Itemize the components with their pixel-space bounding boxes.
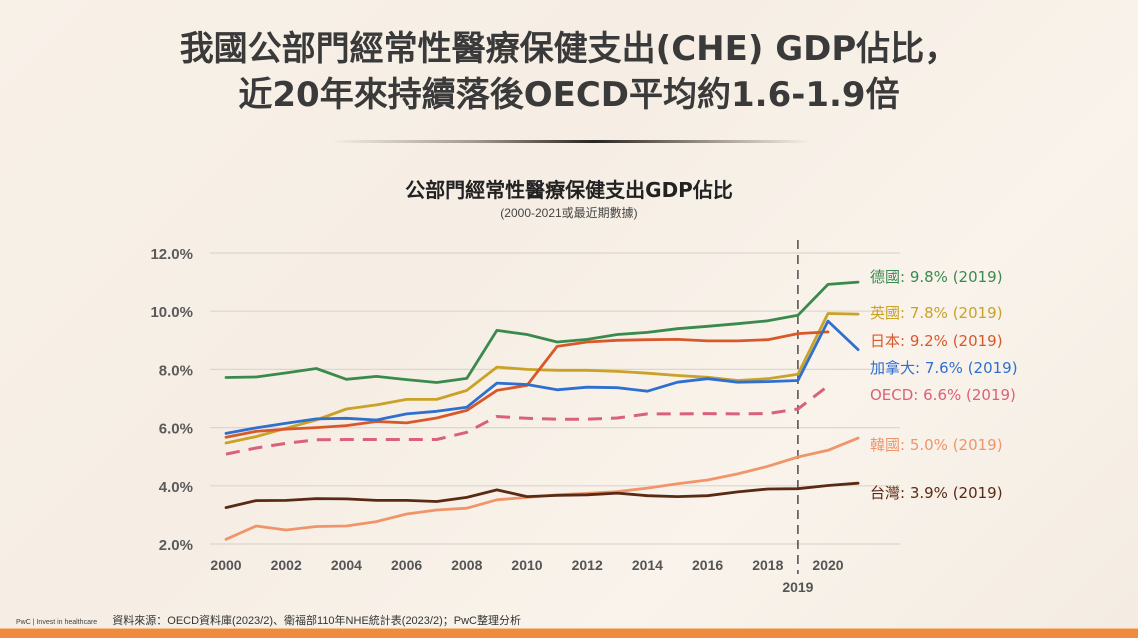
- x-tick-label: 2006: [391, 557, 422, 573]
- series-end-labels: 德國: 9.8% (2019) 英國: 7.8% (2019) 日本: 9.2% (…: [870, 268, 1018, 502]
- slide-title-line-2: 近20年來持續落後OECD平均約1.6-1.9倍: [238, 75, 900, 115]
- series-lines: [224, 280, 860, 541]
- x-tick-label: 2012: [572, 557, 603, 573]
- y-tick-label: 8.0%: [159, 362, 193, 379]
- x-tick-label: 2004: [331, 557, 362, 573]
- x-tick-label: 2014: [632, 557, 663, 573]
- footer-source: 資料來源：OECD資料庫(2023/2)、衛福部110年NHE統計表(2023/…: [112, 615, 521, 627]
- series-label-OECD: OECD: 6.6% (2019): [870, 386, 1016, 404]
- y-axis-ticks: 2.0% 4.0% 6.0% 8.0% 10.0% 12.0%: [150, 246, 193, 554]
- slide-title-line-1: 我國公部門經常性醫療保健支出(CHE) GDP佔比，: [179, 29, 959, 69]
- chart-subtitle: (2000-2021或最近期數據): [500, 206, 638, 220]
- y-tick-label: 10.0%: [150, 304, 193, 321]
- reference-line-label: 2019: [782, 579, 813, 595]
- x-tick-label: 2016: [692, 557, 723, 573]
- series-line-加拿大: [224, 319, 860, 435]
- reference-line-2019: 2019: [782, 240, 814, 595]
- bottom-accent-bar: [0, 628, 1138, 638]
- title-divider: [330, 140, 810, 143]
- series-label-英國: 英國: 7.8% (2019): [870, 304, 1003, 322]
- x-tick-label: 2018: [752, 557, 783, 573]
- footer-brand: PwC | Invest in healthcare: [16, 619, 98, 626]
- series-label-台灣: 台灣: 3.9% (2019): [870, 484, 1003, 502]
- y-tick-label: 12.0%: [150, 246, 193, 263]
- series-label-加拿大: 加拿大: 7.6% (2019): [870, 359, 1018, 377]
- y-tick-label: 4.0%: [159, 479, 193, 496]
- chart-title: 公部門經常性醫療保健支出GDP佔比: [405, 178, 733, 202]
- x-tick-label: 2002: [271, 557, 302, 573]
- x-tick-label: 2010: [511, 557, 542, 573]
- x-tick-label: 2000: [210, 557, 241, 573]
- series-line-德國: [224, 280, 860, 384]
- series-line-台灣: [224, 481, 860, 510]
- y-tick-label: 2.0%: [159, 537, 193, 554]
- x-tick-label: 2020: [812, 557, 843, 573]
- gridlines: [210, 252, 900, 545]
- series-label-德國: 德國: 9.8% (2019): [870, 268, 1003, 286]
- y-tick-label: 6.0%: [159, 421, 193, 438]
- series-label-日本: 日本: 9.2% (2019): [870, 332, 1003, 350]
- series-line-OECD: [225, 384, 829, 456]
- series-line-英國: [224, 312, 860, 445]
- footer: PwC | Invest in healthcare 資料來源：OECD資料庫(…: [16, 612, 521, 628]
- x-axis-ticks: 2000 2002 2004 2006 2008 2010 2012 2014 2016 2018…: [210, 557, 843, 573]
- x-tick-label: 2008: [451, 557, 482, 573]
- series-label-韓國: 韓國: 5.0% (2019): [870, 436, 1003, 454]
